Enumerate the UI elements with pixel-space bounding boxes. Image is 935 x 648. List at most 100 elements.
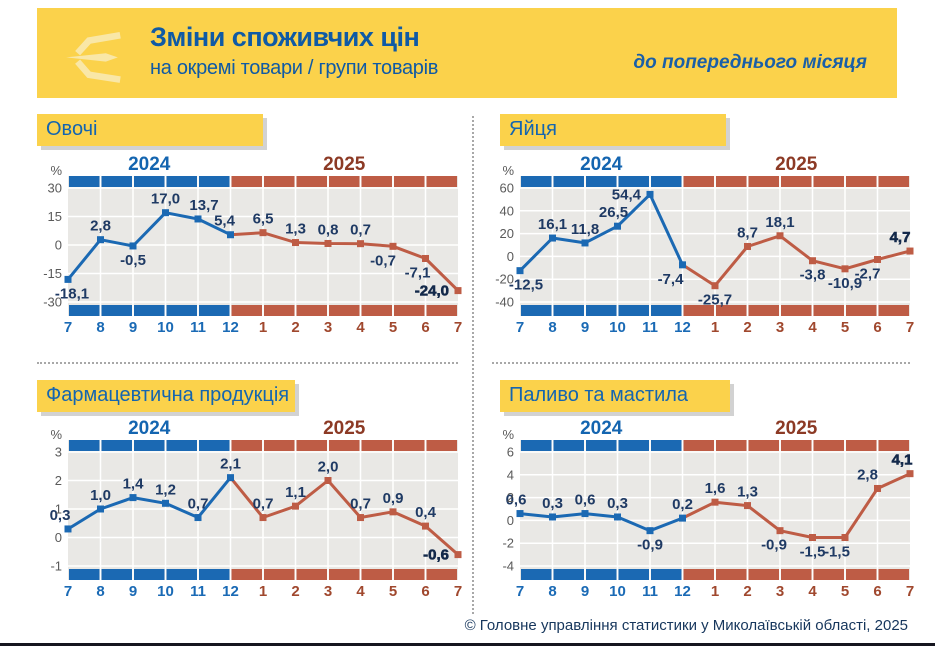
horizontal-dotted-separator-left bbox=[37, 362, 458, 364]
svg-text:12: 12 bbox=[222, 583, 239, 600]
svg-text:4: 4 bbox=[356, 583, 365, 600]
svg-text:0,4: 0,4 bbox=[415, 504, 437, 521]
chart-title-vegetables: Овочі bbox=[37, 114, 263, 146]
svg-text:12: 12 bbox=[222, 319, 239, 336]
svg-text:0,6: 0,6 bbox=[575, 492, 596, 509]
svg-text:-7,4: -7,4 bbox=[658, 271, 685, 288]
svg-text:12: 12 bbox=[674, 583, 691, 600]
svg-text:-10,9: -10,9 bbox=[828, 275, 862, 292]
chart-title-fuel: Паливо та мастила bbox=[500, 380, 730, 412]
svg-text:1,3: 1,3 bbox=[285, 221, 306, 238]
svg-text:%: % bbox=[50, 163, 62, 178]
svg-text:7: 7 bbox=[454, 583, 462, 600]
svg-text:-0,7: -0,7 bbox=[370, 252, 396, 269]
svg-text:7: 7 bbox=[64, 319, 72, 336]
chart-eggs-plot: -12,5 16,1 11,826,554,4 -7,4 -25,7 8,7 18,1 -3,… bbox=[495, 156, 914, 336]
svg-text:-12,5: -12,5 bbox=[509, 277, 543, 294]
svg-text:5: 5 bbox=[389, 319, 397, 336]
svg-text:2,8: 2,8 bbox=[857, 466, 878, 483]
svg-text:-1,5: -1,5 bbox=[824, 544, 850, 561]
svg-text:0,3: 0,3 bbox=[50, 507, 71, 524]
svg-text:-0,6: -0,6 bbox=[423, 547, 449, 564]
svg-text:2: 2 bbox=[507, 490, 514, 505]
svg-text:13,7: 13,7 bbox=[189, 197, 218, 214]
chart-pharma: 0,3 1,0 1,4 1,2 0,7 2,1 0,7 1,1 2,0 0,7 0,9 0,4 -0,6… bbox=[28, 420, 473, 605]
svg-text:7: 7 bbox=[516, 319, 524, 336]
svg-text:26,5: 26,5 bbox=[599, 204, 628, 221]
svg-text:0: 0 bbox=[55, 238, 62, 253]
svg-text:2: 2 bbox=[291, 583, 299, 600]
svg-text:2,0: 2,0 bbox=[318, 459, 339, 476]
svg-text:12: 12 bbox=[674, 319, 691, 336]
chart-vegetables: -18,1 2,8 -0,5 17,0 13,7 5,4 6,5 1,3 0,8 0,7 -0,7-… bbox=[28, 156, 473, 341]
svg-text:1,6: 1,6 bbox=[705, 480, 726, 497]
svg-text:2024: 2024 bbox=[128, 156, 171, 175]
svg-text:10: 10 bbox=[609, 319, 626, 336]
svg-text:1: 1 bbox=[259, 583, 267, 600]
svg-text:0,7: 0,7 bbox=[253, 496, 274, 513]
svg-text:3: 3 bbox=[324, 583, 332, 600]
svg-text:30: 30 bbox=[48, 181, 62, 196]
svg-text:3: 3 bbox=[55, 445, 62, 460]
svg-text:1,0: 1,0 bbox=[90, 487, 111, 504]
svg-text:6: 6 bbox=[421, 583, 429, 600]
svg-text:2024: 2024 bbox=[128, 420, 171, 439]
svg-text:-0,9: -0,9 bbox=[637, 537, 663, 554]
chart-fuel-plot: 0,6 0,3 0,6 0,3 -0,9 0,2 1,6 1,3 -0,9 -1,5-1,5 2,8… bbox=[502, 420, 914, 600]
svg-text:0,8: 0,8 bbox=[318, 221, 339, 238]
svg-text:7: 7 bbox=[906, 319, 914, 336]
svg-text:1: 1 bbox=[259, 319, 267, 336]
svg-text:2: 2 bbox=[743, 583, 751, 600]
copyright-note: © Головне управління статистики у Микола… bbox=[464, 617, 908, 634]
svg-text:11,8: 11,8 bbox=[571, 221, 599, 238]
svg-text:1,2: 1,2 bbox=[155, 481, 176, 498]
svg-text:-25,7: -25,7 bbox=[698, 292, 732, 309]
svg-text:0: 0 bbox=[507, 249, 514, 264]
svg-text:9: 9 bbox=[581, 319, 589, 336]
svg-text:5: 5 bbox=[841, 583, 849, 600]
svg-text:0,2: 0,2 bbox=[672, 496, 693, 513]
svg-text:10: 10 bbox=[157, 319, 174, 336]
svg-text:9: 9 bbox=[129, 319, 137, 336]
svg-text:4,1: 4,1 bbox=[892, 452, 913, 469]
svg-text:-18,1: -18,1 bbox=[55, 285, 89, 302]
svg-text:20: 20 bbox=[500, 226, 514, 241]
svg-text:1: 1 bbox=[711, 319, 719, 336]
svg-text:16,1: 16,1 bbox=[538, 216, 567, 233]
svg-text:%: % bbox=[50, 427, 62, 442]
svg-text:7: 7 bbox=[516, 583, 524, 600]
svg-text:7: 7 bbox=[64, 583, 72, 600]
svg-text:6: 6 bbox=[507, 445, 514, 460]
svg-text:-40: -40 bbox=[495, 295, 514, 310]
svg-text:11: 11 bbox=[642, 319, 658, 336]
chart-pharma-plot: 0,3 1,0 1,4 1,2 0,7 2,1 0,7 1,1 2,0 0,7 0,9 0,4 -0,6… bbox=[50, 420, 463, 600]
svg-text:54,4: 54,4 bbox=[612, 186, 642, 203]
svg-text:4: 4 bbox=[507, 467, 514, 482]
svg-text:2,1: 2,1 bbox=[220, 456, 241, 473]
svg-text:0,3: 0,3 bbox=[542, 495, 563, 512]
svg-text:-2: -2 bbox=[502, 536, 514, 551]
page-title: Зміни споживчих цін bbox=[150, 22, 420, 52]
svg-text:-0,9: -0,9 bbox=[761, 537, 787, 554]
svg-text:0,3: 0,3 bbox=[607, 495, 628, 512]
svg-text:-1: -1 bbox=[50, 559, 62, 574]
svg-text:3: 3 bbox=[776, 583, 784, 600]
svg-text:2: 2 bbox=[291, 319, 299, 336]
svg-text:6: 6 bbox=[873, 583, 881, 600]
svg-text:11: 11 bbox=[190, 319, 206, 336]
chart-title-eggs: Яйця bbox=[500, 114, 726, 146]
svg-text:6: 6 bbox=[421, 319, 429, 336]
svg-text:2: 2 bbox=[743, 319, 751, 336]
svg-text:15: 15 bbox=[48, 209, 62, 224]
svg-text:2,8: 2,8 bbox=[90, 218, 111, 235]
svg-text:8,7: 8,7 bbox=[737, 224, 758, 241]
svg-text:-7,1: -7,1 bbox=[405, 264, 431, 281]
chart-title-pharma: Фармацевтична продукція bbox=[37, 380, 295, 412]
svg-text:-24,0: -24,0 bbox=[415, 283, 449, 300]
vertical-dotted-separator bbox=[472, 116, 474, 614]
svg-text:3: 3 bbox=[776, 319, 784, 336]
svg-text:2025: 2025 bbox=[775, 156, 818, 175]
svg-text:5: 5 bbox=[841, 319, 849, 336]
bottom-border-line bbox=[0, 643, 935, 646]
